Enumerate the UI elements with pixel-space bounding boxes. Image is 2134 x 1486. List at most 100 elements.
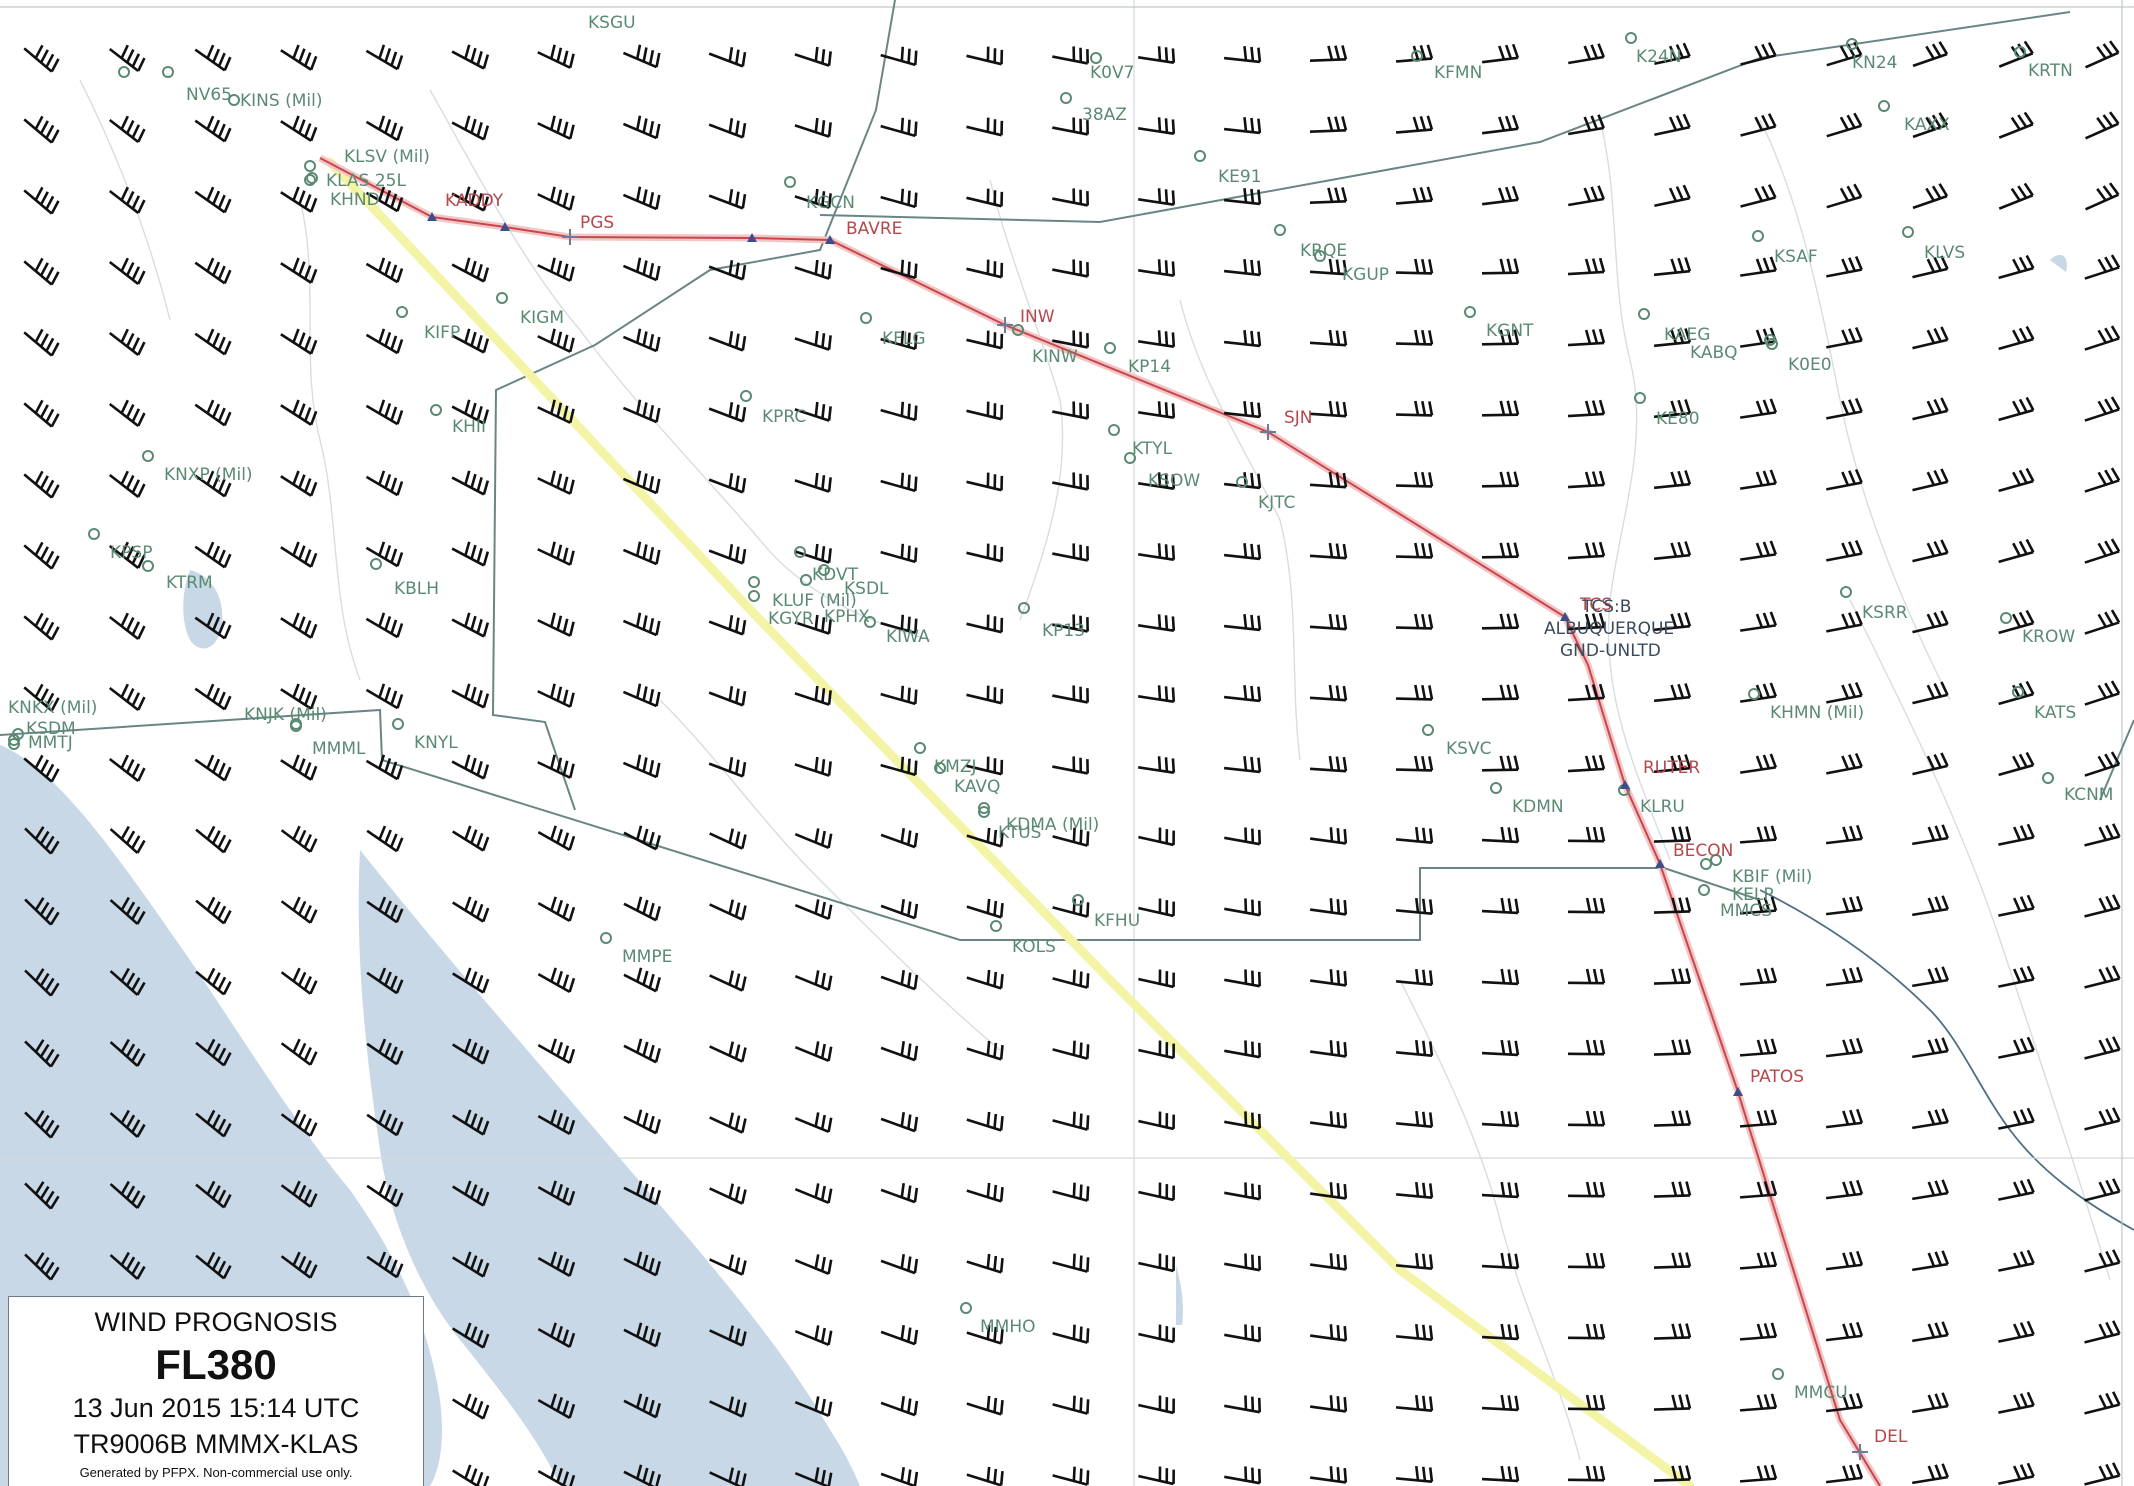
airport-marker[interactable]: KTRM [142, 560, 213, 593]
airport-marker[interactable]: MMPE [600, 932, 672, 967]
airport-marker[interactable]: KROW [2000, 612, 2075, 647]
wind-barb-icon [24, 968, 60, 997]
waypoint-marker[interactable]: PGS [562, 213, 614, 245]
wind-barb-icon [1052, 330, 1089, 349]
airport-marker[interactable]: NV65 [118, 66, 232, 105]
airport-marker[interactable]: KJTC [1236, 476, 1295, 513]
airport-circle-icon [1464, 306, 1476, 318]
airport-marker[interactable]: KHND [306, 172, 380, 210]
airport-marker[interactable]: KRTN [2014, 46, 2073, 81]
airport-marker[interactable]: KGUP [1314, 250, 1389, 285]
waypoint-marker[interactable]: TCS [1560, 595, 1612, 621]
airport-marker[interactable]: KSVC [1422, 724, 1491, 759]
wind-barb-icon [1395, 1040, 1434, 1057]
wind-barb-icon [537, 328, 575, 353]
airport-marker[interactable]: KSDL [818, 564, 889, 599]
airports-layer[interactable]: KSGU K0V7 38AZ KFMN K24N KN24 KRTN NV65 KINS (Mi… [8, 13, 2113, 1403]
airport-marker[interactable]: MMTJ [8, 733, 73, 753]
airport-marker[interactable]: MMHO [960, 1302, 1036, 1337]
airport-marker[interactable]: KE91 [1194, 150, 1262, 187]
airport-marker[interactable]: KDMN [1490, 782, 1564, 817]
airport-marker[interactable]: KGCN [784, 176, 855, 213]
wind-barb-icon [1138, 756, 1176, 774]
airport-marker[interactable]: KATS [2012, 686, 2076, 723]
airport-marker[interactable]: KLVS [1902, 226, 1965, 263]
airport-marker[interactable]: KRQE [1274, 224, 1347, 261]
airport-marker[interactable]: KPSP [88, 528, 152, 563]
airport-marker[interactable]: KDMA (Mil) [978, 802, 1099, 835]
waypoint-marker[interactable]: INW [997, 307, 1055, 333]
airport-marker[interactable]: K0E0 [1766, 338, 1832, 375]
airport-marker[interactable]: MMCS [1698, 884, 1772, 921]
airport-marker[interactable]: KSAF [1752, 230, 1818, 267]
airport-marker[interactable]: KP13 [1018, 602, 1085, 641]
airport-marker[interactable]: KBLH [370, 558, 439, 599]
airport-marker[interactable]: KSRR [1840, 586, 1908, 623]
airport-marker[interactable]: K24N [1625, 32, 1682, 67]
wind-barb-icon [1309, 969, 1348, 987]
airport-marker[interactable]: KPHX [800, 574, 870, 627]
airport-label: KIGM [520, 308, 564, 328]
airport-marker[interactable]: MMCU [1772, 1368, 1848, 1403]
waypoint-marker[interactable]: PATOS [1733, 1067, 1804, 1096]
airport-marker[interactable]: KLAS 25L [304, 171, 406, 191]
airport-marker[interactable]: KHMN (Mil) [1748, 688, 1864, 723]
airport-marker[interactable]: KDVT [794, 546, 859, 585]
waypoint-marker[interactable]: BAVRE [825, 219, 902, 244]
airport-marker[interactable]: K0V7 [1090, 52, 1134, 83]
airport-marker[interactable]: KINW [1012, 324, 1078, 367]
wind-barb-icon [195, 896, 232, 925]
wind-barb-icon [280, 683, 318, 710]
airport-marker[interactable]: KTUS [978, 806, 1041, 843]
airport-marker[interactable]: KFMN [1411, 50, 1482, 83]
waypoint-marker[interactable]: DEL [1852, 1427, 1908, 1460]
airport-marker[interactable]: KPRC [740, 390, 806, 427]
airport-marker[interactable]: KCNM [2042, 772, 2113, 805]
airport-marker[interactable]: KSDM [8, 719, 76, 746]
waypoint-marker[interactable]: BECON [1655, 841, 1733, 868]
waypoint-marker[interactable]: KADDY [427, 191, 504, 221]
airport-marker[interactable]: KHII [430, 404, 486, 437]
airport-marker[interactable]: KN24 [1846, 38, 1898, 73]
airport-marker[interactable]: KNXP (Mil) [142, 450, 253, 485]
wind-barb-icon [194, 683, 232, 711]
airport-marker[interactable]: KIFP [396, 306, 460, 343]
airport-marker[interactable]: KOLS [990, 920, 1056, 957]
airport-marker[interactable]: KSGU [162, 13, 636, 78]
airport-marker[interactable]: KGNT [1464, 306, 1534, 341]
wind-barb-icon [280, 1038, 318, 1066]
waypoint-marker[interactable]: RUTER [1620, 758, 1700, 789]
airport-marker[interactable]: KFHU [1072, 894, 1140, 931]
airport-marker[interactable]: KELP [1700, 858, 1774, 905]
airport-circle-icon [1090, 52, 1102, 64]
airport-marker[interactable]: KINS (Mil) [228, 91, 322, 111]
wind-barb-icon [23, 612, 60, 641]
airport-marker[interactable]: KAEG [1638, 308, 1710, 345]
airport-marker[interactable]: KP14 [1104, 342, 1171, 377]
airport-marker[interactable]: KBIF (Mil) [1710, 854, 1812, 887]
wind-barb-icon [537, 541, 575, 566]
wind-barb-icon [1739, 1251, 1778, 1270]
waypoint-marker[interactable]: SJN [1260, 408, 1313, 440]
airport-circle-icon [118, 66, 130, 78]
airport-marker[interactable]: KLSV (Mil) [304, 147, 430, 172]
airport-marker[interactable]: KE80 [1634, 392, 1700, 429]
airport-marker[interactable]: KFLG [860, 312, 926, 349]
airport-marker[interactable]: MMML [290, 718, 366, 759]
airport-marker[interactable]: KAXX [1878, 100, 1950, 135]
airport-marker[interactable]: KTYL [1108, 424, 1173, 459]
airport-marker[interactable]: KNYL [392, 718, 458, 753]
wind-barb-icon [794, 756, 832, 777]
airport-marker[interactable]: KGYR [748, 590, 814, 629]
airport-marker[interactable]: KIWA [864, 616, 930, 647]
airport-marker[interactable]: KLUF (Mil) [748, 576, 857, 611]
wind-barb-icon [195, 1180, 232, 1209]
wind-barb-icon [1309, 1253, 1348, 1271]
airport-marker[interactable]: KAVQ [934, 762, 1000, 797]
waypoints-layer[interactable]: KADDY PGS BAVRE INW SJN TCS RUTER BECON PATOS DEL [427, 191, 1908, 1460]
airport-marker[interactable]: KMZJ [914, 742, 976, 777]
airport-marker[interactable]: KIGM [496, 292, 564, 328]
airport-marker[interactable]: 38AZ [1060, 92, 1127, 125]
airport-marker[interactable]: KSOW [1124, 452, 1200, 491]
